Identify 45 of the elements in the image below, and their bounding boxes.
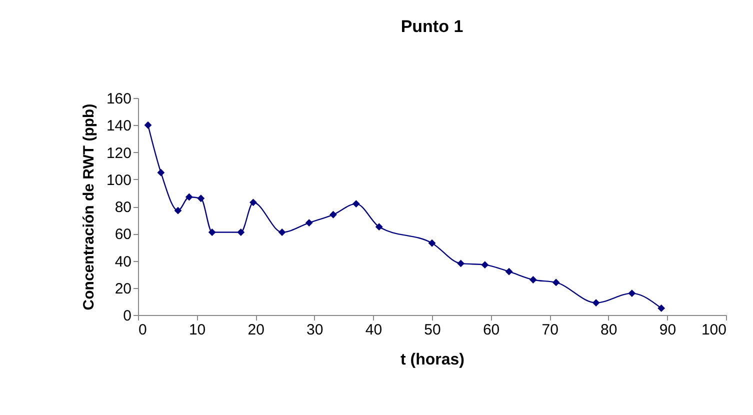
point (592, 299, 600, 306)
x-tick-label: 80 (600, 322, 618, 338)
point (197, 194, 205, 202)
point (529, 276, 537, 284)
point (628, 290, 636, 298)
point (481, 261, 489, 269)
x-tick-label: 60 (482, 322, 500, 338)
point (157, 168, 165, 176)
point (278, 228, 286, 236)
point (144, 121, 152, 129)
x-tick-label: 20 (248, 322, 264, 338)
point (505, 268, 513, 276)
x-axis-title: t (horas) (400, 352, 464, 368)
x-tick-label: 70 (542, 322, 558, 338)
point (658, 304, 666, 312)
point (185, 193, 193, 201)
point (352, 200, 360, 208)
point (330, 210, 337, 218)
y-tick-label: 60 (114, 226, 132, 244)
y-axis-title: Concentración de RWT (ppb) (80, 104, 98, 310)
chart-title: Punto 1 (400, 17, 464, 36)
x-tick-label: 90 (659, 322, 676, 338)
point (250, 198, 257, 206)
point (237, 228, 245, 236)
x-tick-label: 50 (424, 322, 441, 338)
point (174, 206, 182, 214)
y-tick-label: 160 (106, 90, 132, 108)
point (375, 223, 383, 231)
x-tick-label: 10 (188, 322, 206, 338)
point (457, 260, 465, 268)
y-tick-label: 40 (114, 253, 132, 270)
x-tick-label: 40 (365, 322, 382, 338)
y-tick-label: 0 (123, 308, 132, 324)
point (305, 219, 313, 226)
x-tick-label: 0 (138, 322, 147, 338)
y-tick-label: 120 (106, 144, 132, 162)
y-tick-label: 100 (106, 172, 132, 189)
y-tick-label: 20 (114, 280, 132, 298)
point (428, 239, 436, 247)
x-tick-label: 30 (306, 322, 324, 338)
y-tick-label: 80 (114, 199, 132, 216)
point (208, 228, 216, 236)
x-tick-label: 100 (701, 322, 726, 338)
y-tick-label: 140 (106, 118, 132, 135)
point (552, 278, 560, 286)
